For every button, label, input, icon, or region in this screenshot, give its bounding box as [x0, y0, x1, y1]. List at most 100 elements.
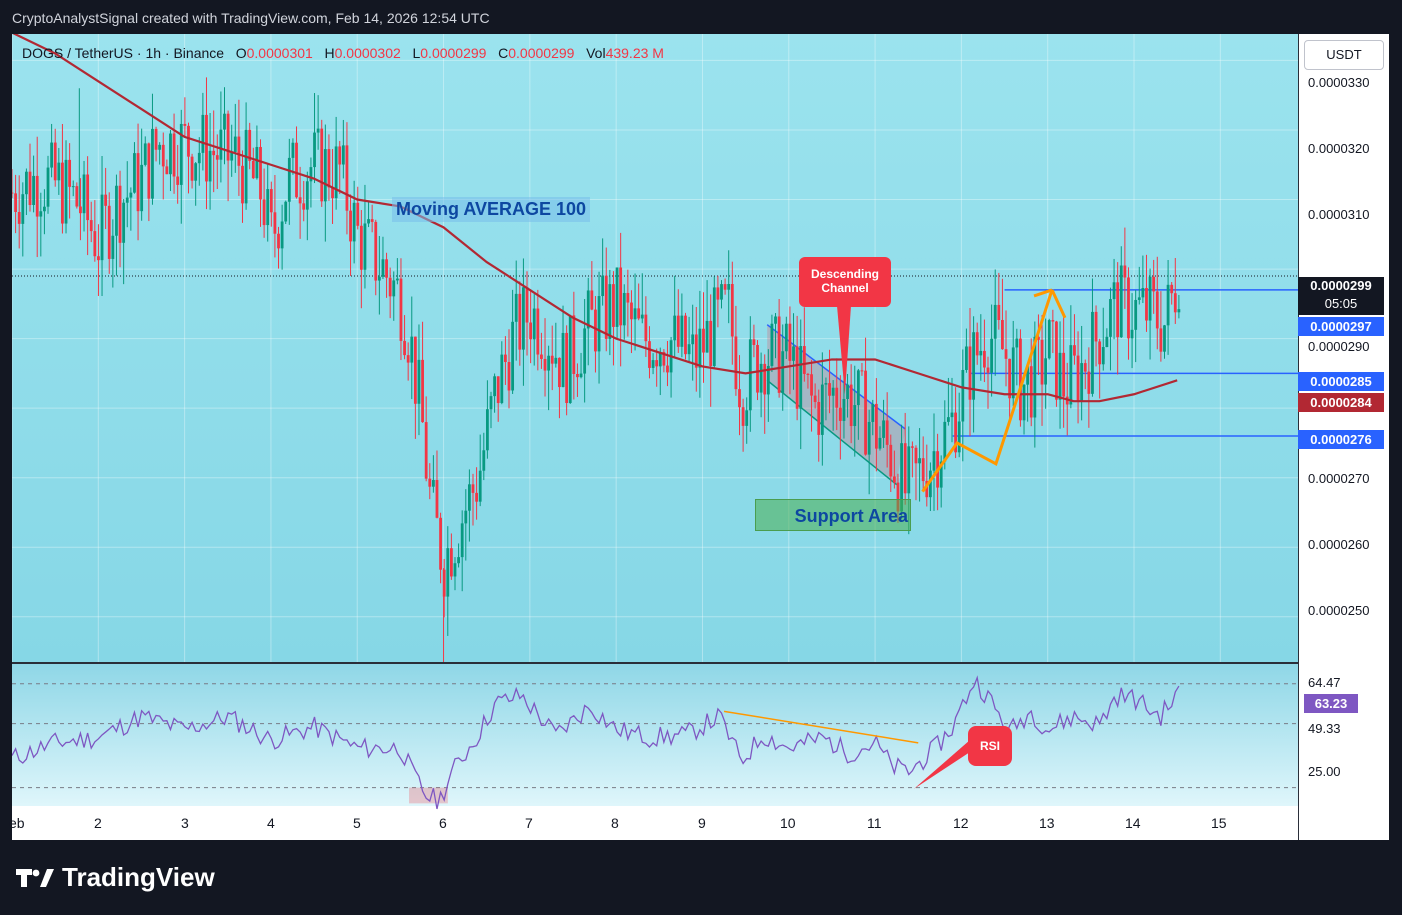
candle-body	[323, 149, 327, 202]
candle-body	[864, 370, 867, 455]
candle-body	[889, 444, 893, 477]
candle-body	[287, 157, 291, 202]
candle-body	[871, 403, 875, 422]
candle-body	[550, 355, 554, 364]
candle-body	[251, 160, 255, 179]
y-tick-label: 0.0000270	[1308, 471, 1370, 486]
candle-body	[327, 149, 331, 188]
moving-average-label[interactable]: Moving AVERAGE 100	[392, 197, 591, 222]
candle-body	[1105, 336, 1109, 347]
candle-body	[446, 548, 450, 597]
candle-body	[1148, 276, 1152, 321]
candle-body	[176, 176, 180, 185]
candle-body	[377, 276, 381, 281]
candle-body	[115, 185, 118, 236]
candle-body	[903, 443, 907, 494]
candle-body	[500, 354, 504, 404]
tradingview-logo[interactable]: TradingView	[16, 862, 215, 893]
candle-body	[896, 482, 900, 512]
candle-body	[43, 206, 46, 212]
rsi-callout[interactable]: RSI	[968, 726, 1012, 766]
rsi-tick-label: 64.47	[1308, 675, 1341, 690]
candle-body	[1033, 336, 1037, 418]
candle-body	[388, 277, 392, 297]
candle-body	[831, 387, 835, 396]
candle-body	[1170, 284, 1174, 294]
candle-body	[882, 420, 885, 438]
candle-body	[532, 308, 536, 340]
candle-body	[482, 450, 486, 471]
pane-divider[interactable]	[12, 662, 1388, 664]
candle-body	[511, 321, 515, 391]
candle-body	[14, 193, 18, 212]
candle-body	[410, 336, 414, 363]
time-axis[interactable]	[12, 808, 1298, 840]
candle-body	[1134, 299, 1138, 330]
candle-body	[1073, 345, 1076, 356]
candle-body	[39, 211, 43, 217]
candle-body	[172, 133, 176, 177]
candle-body	[64, 159, 68, 224]
close-label: C	[498, 45, 509, 61]
currency-button[interactable]: USDT	[1304, 40, 1384, 70]
low-label: L	[412, 45, 421, 61]
candle-body	[1051, 320, 1055, 322]
candle-body	[1069, 345, 1073, 405]
close-value: 0.0000299	[508, 45, 575, 61]
candle-body	[993, 304, 997, 339]
candle-body	[856, 370, 860, 406]
candle-body	[273, 212, 277, 234]
candle-body	[28, 171, 32, 206]
candle-body	[467, 484, 471, 511]
x-tick-label: 2	[94, 815, 102, 831]
candle-body	[338, 146, 342, 165]
candle-body	[136, 153, 140, 212]
candle-body	[806, 373, 810, 375]
candle-body	[756, 344, 759, 393]
candle-body	[727, 284, 731, 290]
candle-body	[702, 328, 705, 353]
volume-label: Vol	[586, 45, 606, 61]
rsi-tick-label: 25.00	[1308, 764, 1341, 779]
high-label: H	[324, 45, 335, 61]
candle-body	[464, 510, 468, 524]
candle-body	[986, 367, 990, 373]
candle-body	[774, 316, 777, 324]
support-area-box[interactable]: Support Area	[755, 499, 911, 531]
candle-body	[1004, 349, 1008, 359]
candle-body	[313, 132, 316, 168]
candle-body	[536, 308, 540, 355]
candle-body	[302, 203, 306, 210]
candle-body	[496, 376, 500, 404]
descending-channel-callout[interactable]: Descending Channel	[799, 257, 891, 307]
candle-body	[817, 401, 821, 435]
candle-body	[846, 384, 849, 399]
open-label: O	[235, 45, 247, 61]
candle-body	[12, 192, 14, 194]
candle-body	[280, 221, 284, 249]
candle-body	[824, 383, 828, 385]
candle-body	[1055, 321, 1058, 400]
candle-body	[183, 123, 187, 126]
candle-body	[1166, 284, 1170, 326]
price-pane[interactable]	[12, 34, 1298, 662]
brand-wordmark: TradingView	[62, 862, 215, 892]
candle-body	[1011, 347, 1015, 399]
candle-body	[460, 523, 464, 558]
symbol-info[interactable]: DOGS / TetherUS · 1h · Binance	[22, 45, 225, 61]
candle-body	[125, 197, 129, 203]
candle-body	[35, 175, 39, 217]
candle-body	[781, 351, 785, 393]
candle-body	[309, 167, 313, 182]
rsi-pane[interactable]	[12, 664, 1298, 806]
candle-body	[601, 275, 605, 297]
candle-body	[954, 412, 957, 453]
x-tick-label: 10	[780, 815, 796, 831]
y-tick-label: 0.0000310	[1308, 207, 1370, 222]
candle-body	[140, 164, 144, 212]
candle-body	[97, 256, 100, 261]
candle-body	[442, 569, 446, 597]
candle-body	[522, 287, 525, 350]
candle-body	[644, 314, 648, 342]
candle-body	[734, 336, 738, 390]
